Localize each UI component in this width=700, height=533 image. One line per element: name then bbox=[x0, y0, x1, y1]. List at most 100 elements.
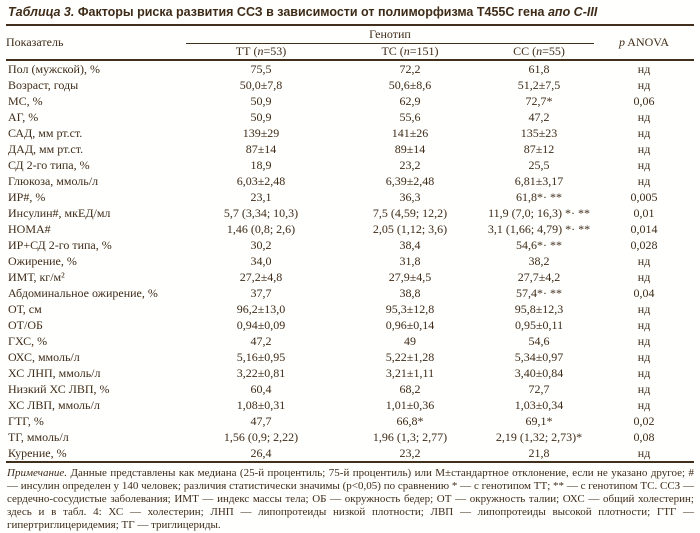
row-parameter-label: ОТ, см bbox=[8, 302, 42, 316]
value-genotype-cc: 61,8 bbox=[484, 59, 595, 77]
value-p-anova: нд bbox=[637, 350, 651, 364]
row-parameter-label: ГТГ, % bbox=[8, 414, 44, 428]
row-parameter-label: НОМА# bbox=[8, 222, 51, 236]
value-genotype-tc: 23,2 bbox=[336, 445, 484, 463]
value-genotype-tc: 2,05 (1,12; 3,6) bbox=[372, 222, 448, 236]
table-row: ХС ЛНП, ммоль/л 3,22±0,81 3,21±1,11 3,40±0,… bbox=[6, 365, 694, 381]
value-genotype-cc: 72,7 bbox=[528, 382, 550, 396]
value-genotype-cc: 54,6 bbox=[528, 334, 550, 348]
value-genotype-cc: 61,8*· ** bbox=[516, 190, 563, 204]
value-genotype-tc: 1,01±0,36 bbox=[385, 398, 435, 412]
row-parameter-label: СД 2-го типа, % bbox=[8, 158, 90, 172]
value-p-anova: 0,005 bbox=[630, 190, 658, 204]
value-genotype-cc: 21,8 bbox=[484, 445, 595, 463]
value-genotype-tc: 7,5 (4,59; 12,2) bbox=[372, 206, 448, 220]
value-genotype-tt: 1,46 (0,8; 2,6) bbox=[226, 222, 296, 236]
value-genotype-tt: 5,7 (3,34; 10,3) bbox=[223, 206, 299, 220]
gene-name: апо C-III bbox=[547, 5, 598, 19]
value-genotype-cc: 72,7* bbox=[525, 94, 553, 108]
value-genotype-cc: 3,1 (1,66; 4,79) *· ** bbox=[487, 222, 591, 236]
value-genotype-tc: 5,22±1,28 bbox=[385, 350, 435, 364]
value-p-anova: нд bbox=[637, 382, 651, 396]
value-genotype-tc: 27,9±4,5 bbox=[388, 270, 432, 284]
value-genotype-tt: 50,0±7,8 bbox=[239, 78, 283, 92]
table-row: ИР+СД 2-го типа, % 30,2 38,4 54,6*· ** 0,028 bbox=[6, 237, 694, 253]
value-genotype-cc: 3,40±0,84 bbox=[514, 366, 564, 380]
value-p-anova: нд bbox=[637, 78, 651, 92]
value-genotype-cc: 54,6*· ** bbox=[516, 238, 563, 252]
footnote-text: Данные представлены как медиана (25-й пр… bbox=[7, 467, 694, 531]
table-row: Абдоминальное ожирение, % 37,7 38,8 57,4*· … bbox=[6, 285, 694, 301]
column-group-genotype: Генотип bbox=[186, 26, 595, 44]
value-p-anova: 0,02 bbox=[633, 414, 655, 428]
value-genotype-tc: 0,96±0,14 bbox=[385, 318, 435, 332]
value-p-anova: нд bbox=[594, 59, 695, 77]
value-genotype-tc: 1,96 (1,3; 2,77) bbox=[372, 430, 448, 444]
row-parameter-label: Возраст, годы bbox=[8, 78, 79, 92]
value-genotype-cc: 57,4*· ** bbox=[516, 286, 563, 300]
table-footnote: Примечание. Данные представлены как меди… bbox=[6, 463, 694, 532]
table-row: Ожирение, % 34,0 31,8 38,2 нд bbox=[6, 253, 694, 269]
value-genotype-tt: 30,2 bbox=[250, 238, 272, 252]
value-genotype-tt: 50,9 bbox=[250, 94, 272, 108]
value-p-anova: нд bbox=[637, 126, 651, 140]
value-genotype-cc: 0,95±0,11 bbox=[514, 318, 564, 332]
table-row: Глюкоза, ммоль/л 6,03±2,48 6,39±2,48 6,81±3… bbox=[6, 173, 694, 189]
row-parameter-label: САД, мм рт.ст. bbox=[8, 126, 83, 140]
table-row: ИМТ, кг/м² 27,2±4,8 27,9±4,5 27,7±4,2 нд bbox=[6, 269, 694, 285]
value-p-anova: 0,01 bbox=[633, 206, 655, 220]
table-title: Таблица 3. Факторы риска развития ССЗ в … bbox=[6, 2, 694, 26]
row-parameter-label: ИР#, % bbox=[8, 190, 46, 204]
value-genotype-cc: 25,5 bbox=[528, 158, 550, 172]
table-row: ДАД, мм рт.ст. 87±14 89±14 87±12 нд bbox=[6, 141, 694, 157]
footnote-label: Примечание. bbox=[7, 467, 68, 479]
value-genotype-tt: 6,03±2,48 bbox=[236, 174, 286, 188]
row-parameter-label: ИМТ, кг/м² bbox=[8, 270, 65, 284]
table-title-text: Факторы риска развития ССЗ в зависимости… bbox=[74, 5, 548, 19]
value-p-anova: нд bbox=[637, 302, 651, 316]
value-p-anova: нд bbox=[637, 334, 651, 348]
value-p-anova: нд bbox=[637, 270, 651, 284]
table-number-label: Таблица 3. bbox=[8, 5, 75, 19]
row-parameter-label: Курение, % bbox=[6, 445, 186, 463]
row-parameter-label: МС, % bbox=[8, 94, 43, 108]
row-parameter-label: ИР+СД 2-го типа, % bbox=[8, 238, 112, 252]
value-p-anova: нд bbox=[637, 366, 651, 380]
value-genotype-tt: 5,16±0,95 bbox=[236, 350, 286, 364]
value-p-anova: нд bbox=[637, 174, 651, 188]
table-row: ХС ЛВП, ммоль/л 1,08±0,31 1,01±0,36 1,03±0,… bbox=[6, 397, 694, 413]
value-genotype-tt: 60,4 bbox=[250, 382, 272, 396]
value-genotype-tt: 50,9 bbox=[250, 110, 272, 124]
value-genotype-cc: 95,8±12,3 bbox=[514, 302, 564, 316]
value-p-anova: нд bbox=[637, 318, 651, 332]
value-genotype-tt: 75,5 bbox=[186, 59, 336, 77]
table-row: Низкий ХС ЛВП, % 60,4 68,2 72,7 нд bbox=[6, 381, 694, 397]
value-p-anova: нд bbox=[637, 254, 651, 268]
row-parameter-label: ХС ЛВП, ммоль/л bbox=[8, 398, 100, 412]
value-genotype-tc: 141±26 bbox=[391, 126, 429, 140]
value-p-anova: нд bbox=[594, 445, 695, 463]
row-parameter-label: ОХС, ммоль/л bbox=[8, 350, 80, 364]
value-p-anova: 0,06 bbox=[633, 94, 655, 108]
row-parameter-label: Абдоминальное ожирение, % bbox=[8, 286, 158, 300]
row-parameter-label: ДАД, мм рт.ст. bbox=[8, 142, 84, 156]
table-row: САД, мм рт.ст. 139±29 141±26 135±23 нд bbox=[6, 125, 694, 141]
value-genotype-tc: 6,39±2,48 bbox=[385, 174, 435, 188]
table-row: АГ, % 50,9 55,6 47,2 нд bbox=[6, 109, 694, 125]
value-genotype-tt: 37,7 bbox=[250, 286, 272, 300]
row-parameter-label: Глюкоза, ммоль/л bbox=[8, 174, 99, 188]
table-row: СД 2-го типа, % 18,9 23,2 25,5 нд bbox=[6, 157, 694, 173]
row-parameter-label: ТГ, ммоль/л bbox=[8, 430, 69, 444]
value-genotype-cc: 11,9 (7,0; 16,3) *· ** bbox=[488, 206, 590, 220]
table-row: Возраст, годы 50,0±7,8 50,6±8,6 51,2±7,5 нд bbox=[6, 77, 694, 93]
value-genotype-cc: 2,19 (1,32; 2,73)* bbox=[495, 430, 583, 444]
table-row: Пол (мужской), % 75,5 72,2 61,8 нд bbox=[6, 59, 695, 77]
value-genotype-tt: 23,1 bbox=[250, 190, 272, 204]
value-genotype-tc: 66,8* bbox=[396, 414, 424, 428]
value-genotype-tc: 38,8 bbox=[399, 286, 421, 300]
value-genotype-tt: 27,2±4,8 bbox=[239, 270, 283, 284]
table-row: ИР#, % 23,1 36,3 61,8*· ** 0,005 bbox=[6, 189, 694, 205]
value-p-anova: 0,04 bbox=[633, 286, 655, 300]
row-parameter-label: ХС ЛНП, ммоль/л bbox=[8, 366, 101, 380]
